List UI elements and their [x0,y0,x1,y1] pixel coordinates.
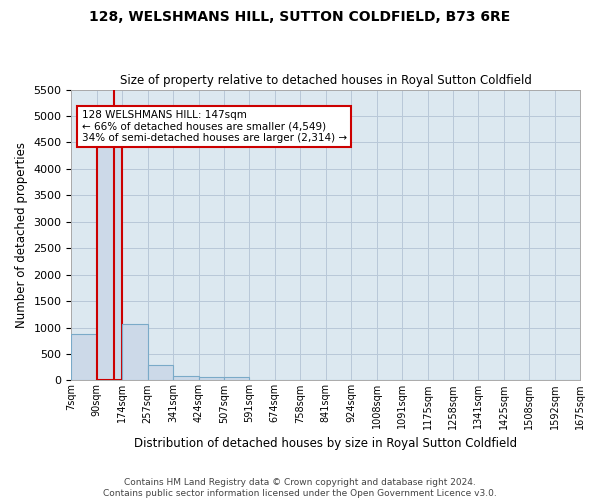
Bar [148,365,173,380]
Bar [199,376,224,380]
Text: Contains HM Land Registry data © Crown copyright and database right 2024.
Contai: Contains HM Land Registry data © Crown c… [103,478,497,498]
Bar [224,378,250,380]
Bar [97,140,122,380]
Title: Size of property relative to detached houses in Royal Sutton Coldfield: Size of property relative to detached ho… [120,74,532,87]
Y-axis label: Number of detached properties: Number of detached properties [15,142,28,328]
Bar [173,376,199,380]
Text: 128 WELSHMANS HILL: 147sqm
← 66% of detached houses are smaller (4,549)
34% of s: 128 WELSHMANS HILL: 147sqm ← 66% of deta… [82,110,347,143]
Bar [122,324,148,380]
Text: 128, WELSHMANS HILL, SUTTON COLDFIELD, B73 6RE: 128, WELSHMANS HILL, SUTTON COLDFIELD, B… [89,10,511,24]
Bar [71,334,97,380]
X-axis label: Distribution of detached houses by size in Royal Sutton Coldfield: Distribution of detached houses by size … [134,437,517,450]
